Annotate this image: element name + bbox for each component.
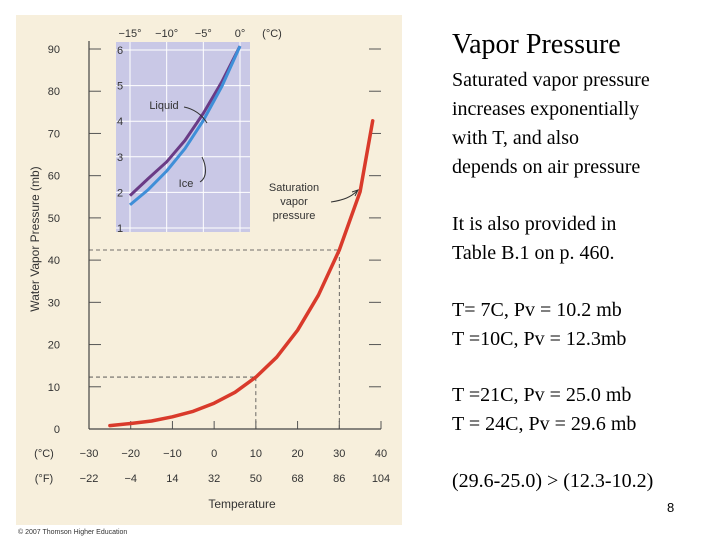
x-axis-title: Temperature (208, 497, 276, 511)
inset-y-tick-label: 2 (117, 187, 123, 199)
x-tick-label-fahrenheit: 32 (208, 473, 220, 485)
y-axis-title: Water Vapor Pressure (mb) (28, 166, 42, 311)
x-tick-label-celsius: 20 (291, 448, 303, 460)
inset-x-tick-label: −15° (118, 28, 141, 40)
examples-low-temperature: T= 7C, Pv = 10.2 mb T =10C, Pv = 12.3mb (452, 299, 627, 350)
x-tick-label-fahrenheit: 68 (291, 473, 303, 485)
inset-x-tick-label: 0° (235, 28, 246, 40)
x-tick-label-celsius: −20 (121, 448, 140, 460)
vapor-pressure-figure: 0 10 20 30 40 50 60 70 80 90 −30 −22 −20 −4 −10 14 0 32 10… (16, 15, 402, 536)
reference-lines (89, 249, 340, 429)
x-tick-label-celsius: 40 (375, 448, 387, 460)
inset-x-unit: (°C) (262, 28, 282, 40)
y-tick-label: 30 (48, 297, 60, 309)
x-tick-label-celsius: 0 (211, 448, 217, 460)
x-tick-label-fahrenheit: 50 (250, 473, 262, 485)
inset-y-tick-label: 4 (117, 116, 123, 128)
saturation-curve (108, 119, 375, 428)
examples-high-temperature: T =21C, Pv = 25.0 mb T = 24C, Pv = 29.6 … (452, 384, 637, 435)
inset-y-tick-label: 3 (117, 152, 123, 164)
bullet-table-reference: It is also provided in Table B.1 on p. 4… (452, 213, 617, 264)
x-tick-label-celsius: −10 (163, 448, 182, 460)
page-number: 8 (667, 500, 675, 515)
y-tick-label: 70 (48, 128, 60, 140)
inset-chart: −15° −10° −5° 0° (°C) 1 2 3 4 5 6 Liquid Ice (116, 28, 282, 235)
saturation-curve-label: Saturation vapor pressure (269, 182, 319, 222)
ice-curve-label: Ice (179, 178, 194, 190)
x-tick-label-celsius: 10 (250, 448, 262, 460)
saturation-label-arrowhead (351, 189, 359, 197)
y-tick-label: 50 (48, 213, 60, 225)
inset-curve-ice (129, 45, 242, 207)
main-chart-series (108, 119, 375, 428)
liquid-label-pointer (183, 106, 208, 124)
x-tick-label-fahrenheit: −4 (124, 473, 137, 485)
inset-curve-liquid (128, 45, 242, 197)
x-tick-label-fahrenheit: 86 (333, 473, 345, 485)
x-unit-fahrenheit: (°F) (35, 473, 53, 485)
x-tick-label-fahrenheit: 104 (372, 473, 390, 485)
inset-y-tick-label: 1 (117, 223, 123, 235)
chart-labels: Saturation vapor pressure (269, 182, 359, 222)
copyright-notice: © 2007 Thomson Higher Education (18, 529, 128, 536)
inset-x-tick-label: −5° (195, 28, 212, 40)
ice-label-pointer (199, 156, 206, 183)
y-tick-label: 0 (54, 424, 60, 436)
y-tick-label: 90 (48, 44, 60, 56)
y-tick-label: 60 (48, 171, 60, 183)
x-unit-celsius: (°C) (34, 448, 54, 460)
difference-comparison: (29.6-25.0) > (12.3-10.2) (452, 470, 654, 492)
main-chart-axes: 0102030405060708090−30−22−20−4−101403210… (28, 41, 390, 511)
x-tick-label-fahrenheit: 14 (166, 473, 178, 485)
inset-y-tick-label: 5 (117, 81, 123, 93)
y-tick-label: 80 (48, 86, 60, 98)
x-tick-label-celsius: −30 (80, 448, 99, 460)
saturation-label-pointer (330, 190, 358, 203)
y-tick-label: 10 (48, 382, 60, 394)
x-tick-label-celsius: 30 (333, 448, 345, 460)
inset-x-tick-label: −10° (155, 28, 178, 40)
slide-title: Vapor Pressure (452, 29, 621, 60)
liquid-curve-label: Liquid (149, 100, 178, 112)
y-tick-label: 40 (48, 255, 60, 267)
x-tick-label-fahrenheit: −22 (80, 473, 99, 485)
inset-y-tick-label: 6 (117, 45, 123, 57)
y-tick-label: 20 (48, 340, 60, 352)
bullet-exponential: Saturated vapor pressure increases expon… (452, 69, 650, 178)
